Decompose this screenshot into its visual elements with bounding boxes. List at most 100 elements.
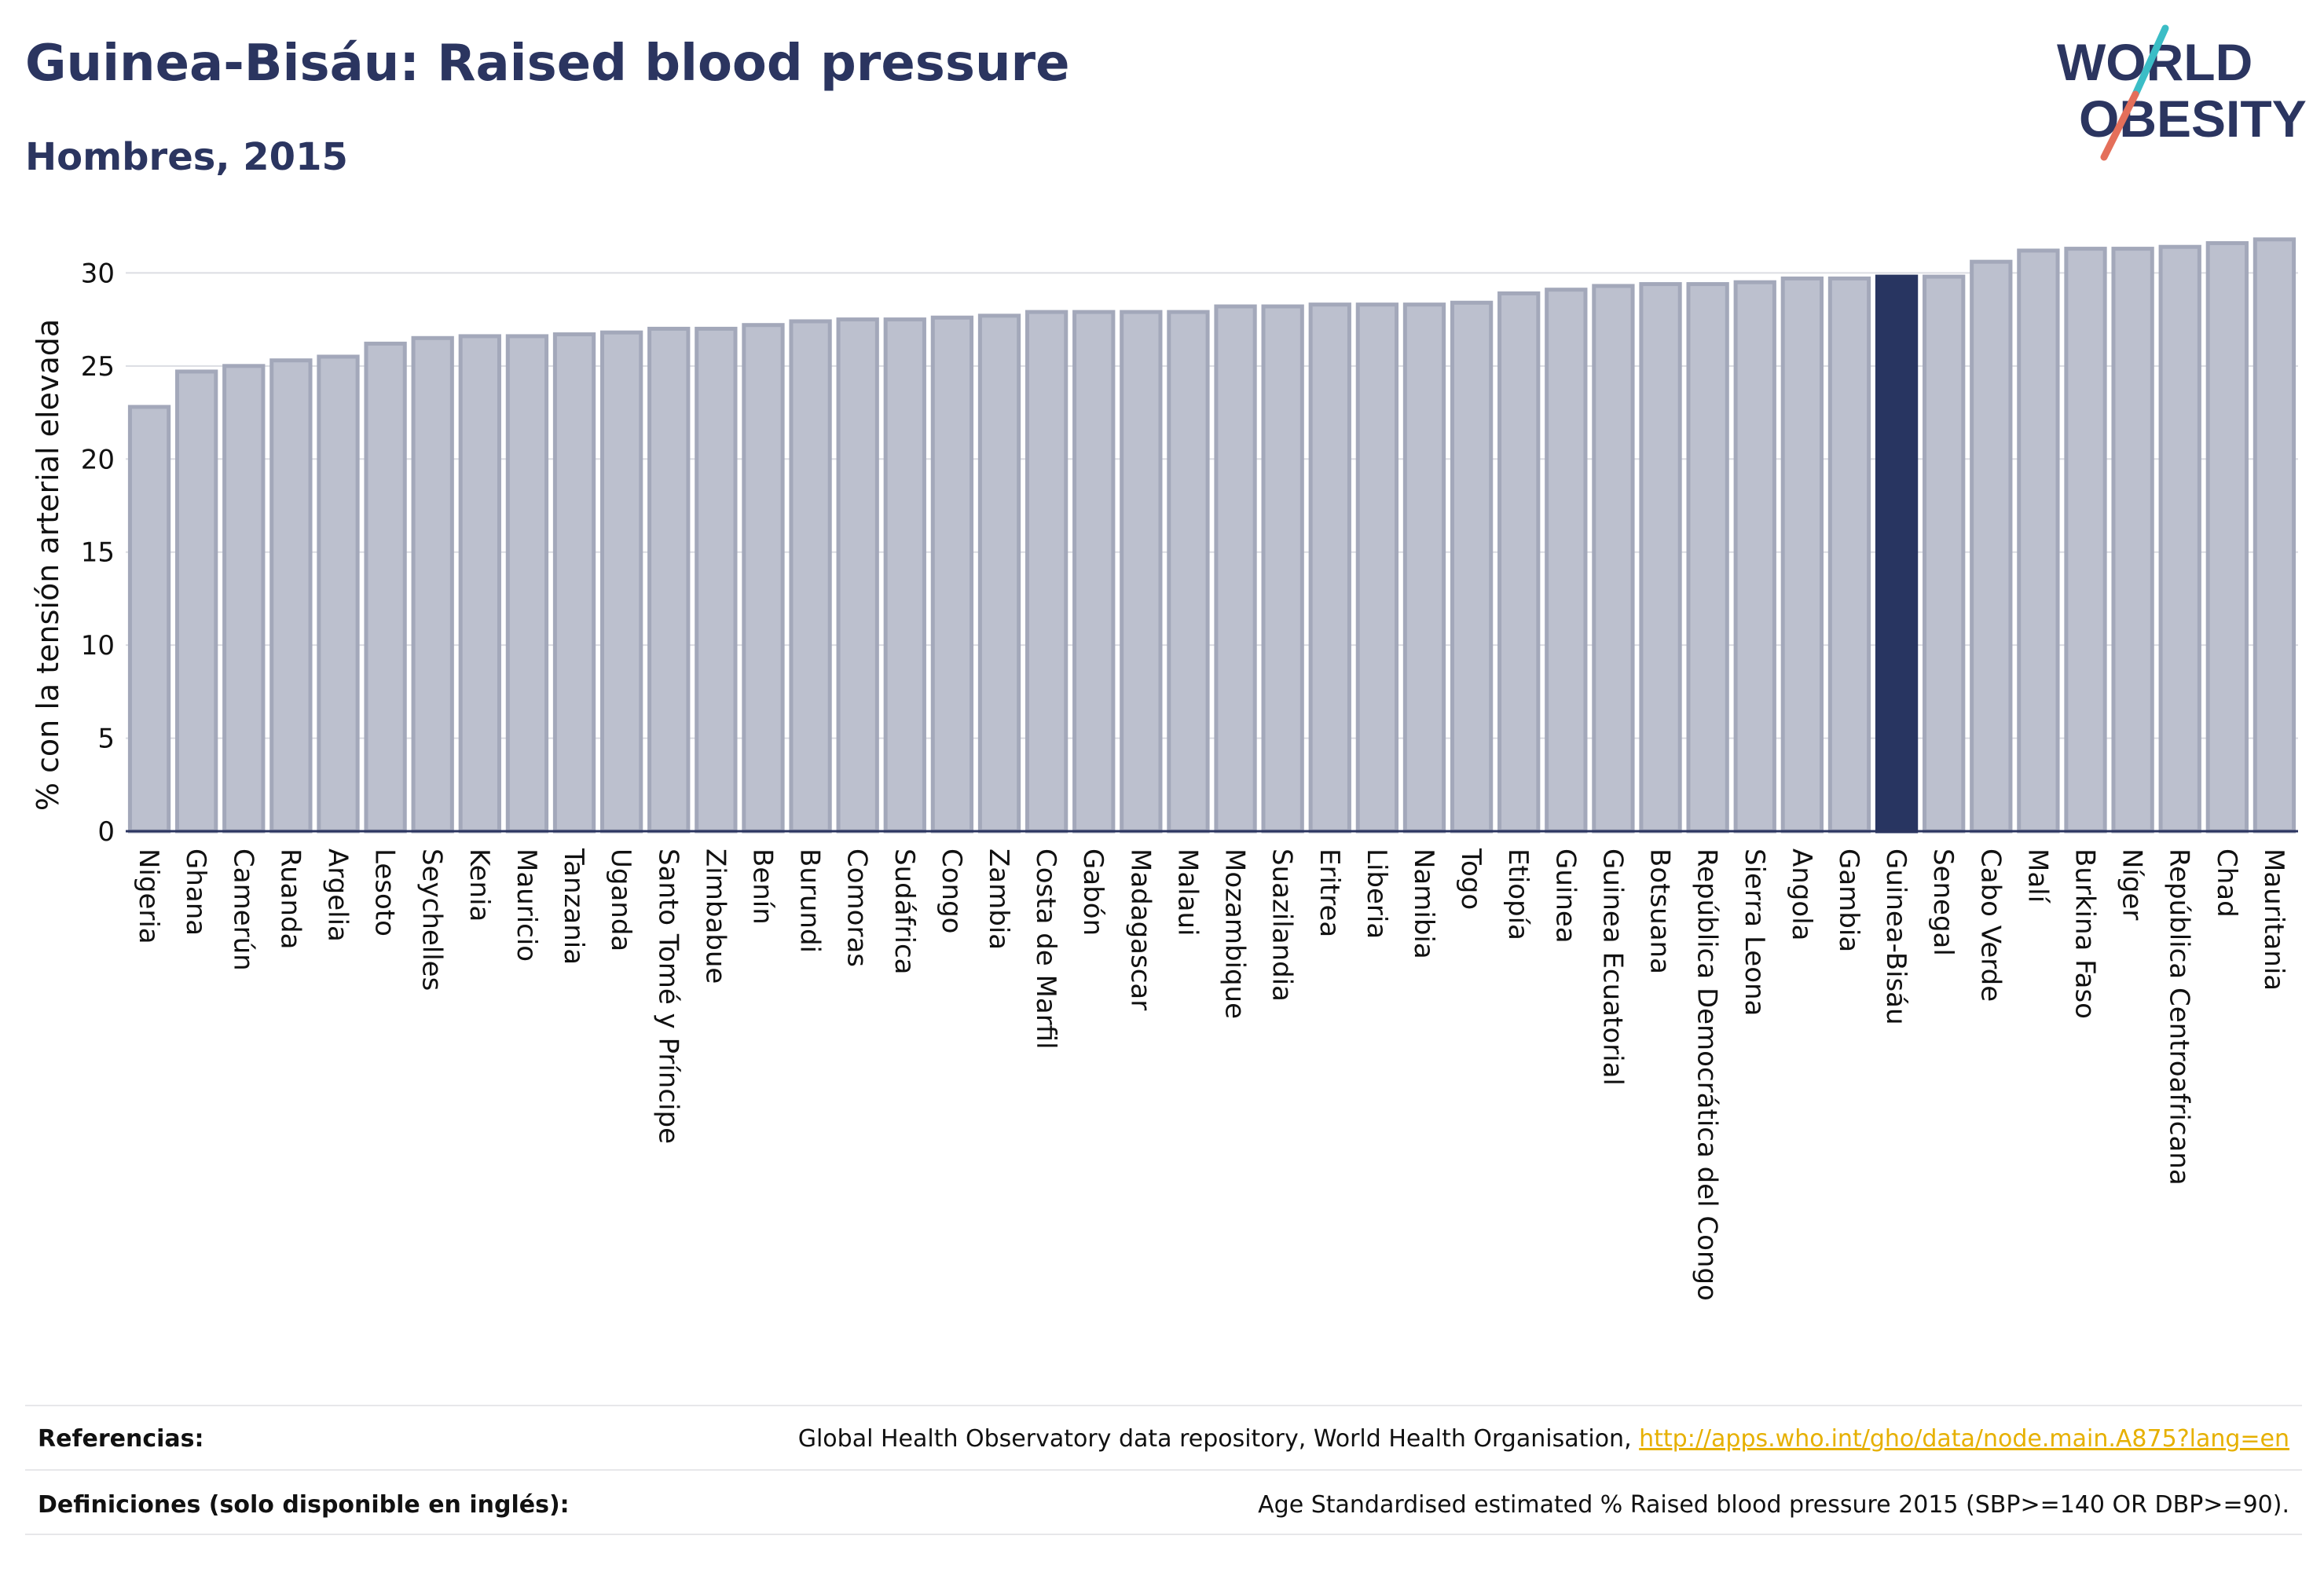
bar <box>317 354 360 834</box>
bar <box>1214 304 1257 834</box>
x-tick-label: Mauritania <box>2258 848 2289 991</box>
x-tick-label: Lesoto <box>369 848 401 936</box>
bar <box>1167 310 1210 834</box>
x-tick-label: Mozambique <box>1219 848 1251 1019</box>
bar <box>1923 274 1966 834</box>
logo-slash-teal <box>2132 24 2169 98</box>
x-tick-label: Etiopía <box>1502 848 1534 940</box>
bar <box>1827 276 1871 834</box>
bar <box>977 313 1021 834</box>
x-tick-label: Togo <box>1455 848 1486 910</box>
references-value: Global Health Observatory data repositor… <box>798 1425 2289 1453</box>
bar <box>1639 282 1682 834</box>
x-tick-label: Sudáfrica <box>889 848 920 974</box>
x-tick-label: Benín <box>746 848 778 925</box>
bar <box>411 335 454 834</box>
bar <box>1355 302 1399 834</box>
x-tick-label: Costa de Marfil <box>1030 848 1061 1050</box>
x-tick-label: Burundi <box>794 848 826 953</box>
x-tick-label: Eritrea <box>1314 848 1345 937</box>
y-axis-title: % con la tensión arterial elevada <box>31 319 65 811</box>
x-tick-label: Burkina Faso <box>2069 848 2101 1019</box>
bar <box>930 315 974 834</box>
x-tick-label: Gabón <box>1077 848 1109 936</box>
x-tick-label: República Democrática del Congo <box>1692 848 1723 1301</box>
references-link[interactable]: http://apps.who.int/gho/data/node.main.A… <box>1639 1425 2289 1453</box>
x-tick-label: Angola <box>1786 848 1817 940</box>
x-tick-label: Suazilandia <box>1266 848 1298 1002</box>
bar-chart: 0 5 10 15 20 25 30 Nigeria Ghana Camerún Ruanda Ar… <box>31 237 2298 1301</box>
definitions-label: Definiciones (solo disponible en inglés)… <box>38 1491 570 1519</box>
bar <box>2205 240 2249 834</box>
x-tick-label: Camerún <box>227 848 258 971</box>
bar <box>1592 284 1635 834</box>
y-tick-label: 20 <box>81 444 115 475</box>
bar <box>1686 282 1729 834</box>
bar <box>647 326 691 834</box>
y-tick-label: 15 <box>81 537 115 569</box>
definitions-value: Age Standardised estimated % Raised bloo… <box>1258 1491 2289 1519</box>
bar <box>1025 310 1069 834</box>
x-tick-label: Gambia <box>1833 848 1864 952</box>
bar <box>1261 304 1304 834</box>
bar <box>1970 259 2013 834</box>
bar <box>1072 310 1116 834</box>
footer-references-row: Referencias: Global Health Observatory d… <box>25 1405 2302 1469</box>
bar <box>1780 276 1824 834</box>
bars <box>127 237 2297 834</box>
y-tick-label: 0 <box>97 816 115 848</box>
x-tick-label: Guinea-Bisáu <box>1880 848 1912 1025</box>
y-tick-label: 10 <box>81 630 115 662</box>
world-obesity-logo: WORLD OBESITY <box>2057 24 2307 161</box>
bar <box>1733 280 1776 834</box>
x-tick-label: Sierra Leona <box>1739 848 1770 1016</box>
x-tick-label: Mauricio <box>511 848 542 962</box>
x-tick-label: Madagascar <box>1124 848 1156 1010</box>
x-tick-label: Tanzania <box>558 848 589 965</box>
x-tick-label: Níger <box>2117 848 2148 920</box>
x-tick-label: Guinea <box>1549 848 1581 944</box>
x-tick-label: Argelia <box>321 848 353 942</box>
x-tick-label: República Centroafricana <box>2164 848 2195 1186</box>
x-tick-label: Kenia <box>464 848 495 922</box>
bar <box>1545 288 1588 834</box>
x-tick-label: Malaui <box>1171 848 1203 936</box>
footer-definitions-row: Definiciones (solo disponible en inglés)… <box>25 1469 2302 1535</box>
x-tick-label: Ghana <box>180 848 211 936</box>
x-tick-label: Congo <box>936 848 967 933</box>
bar <box>742 323 785 834</box>
x-tick-label: Uganda <box>605 848 636 951</box>
bar <box>2111 247 2154 834</box>
bar <box>552 332 596 834</box>
bar <box>1402 302 1446 834</box>
bar <box>2017 248 2060 834</box>
bar <box>883 317 926 834</box>
logo-line-world: WORLD <box>2057 33 2253 91</box>
x-tick-label: Ruanda <box>274 848 306 949</box>
bar <box>364 341 407 834</box>
x-tick-label: Nigeria <box>133 848 164 944</box>
bar <box>2253 237 2297 834</box>
bar <box>789 319 832 834</box>
bar <box>1497 291 1541 834</box>
x-tick-label: Liberia <box>1361 848 1392 939</box>
logo-slash-coral <box>2100 90 2139 161</box>
references-label: Referencias: <box>38 1425 204 1453</box>
x-tick-label: Namibia <box>1408 848 1439 959</box>
x-axis-labels: Nigeria Ghana Camerún Ruanda Argelia Lesoto Se… <box>133 848 2289 1301</box>
bar <box>1450 300 1494 834</box>
x-tick-label: Zambia <box>983 848 1014 950</box>
x-tick-label: Guinea Ecuatorial <box>1596 848 1628 1086</box>
bar <box>505 334 549 834</box>
y-tick-label: 25 <box>81 351 115 383</box>
y-axis-ticks: 0 5 10 15 20 25 30 <box>81 258 115 848</box>
bar <box>269 358 313 834</box>
bar <box>695 326 738 834</box>
x-tick-label: Cabo Verde <box>1974 848 2006 1002</box>
bar <box>2064 247 2107 834</box>
bar <box>1120 310 1163 834</box>
x-tick-label: Chad <box>2211 848 2242 918</box>
bar <box>599 330 643 834</box>
bar <box>222 364 266 834</box>
x-tick-label: Comoras <box>841 848 873 967</box>
